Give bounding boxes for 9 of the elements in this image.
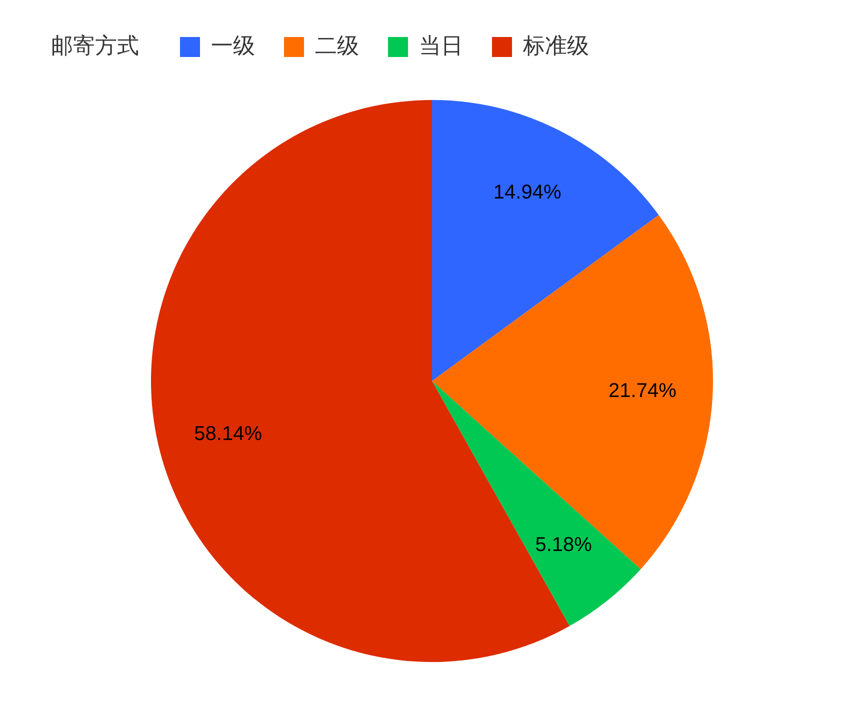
legend-title: 邮寄方式 [51,33,139,58]
data-label: 14.94% [493,182,562,204]
legend-label: 一级 [211,33,255,58]
data-label: 5.18% [535,534,592,556]
legend-label: 当日 [419,33,463,58]
legend-label: 标准级 [522,33,589,58]
legend-label: 二级 [315,33,359,58]
data-label: 21.74% [608,380,677,402]
data-label: 58.14% [194,422,262,445]
